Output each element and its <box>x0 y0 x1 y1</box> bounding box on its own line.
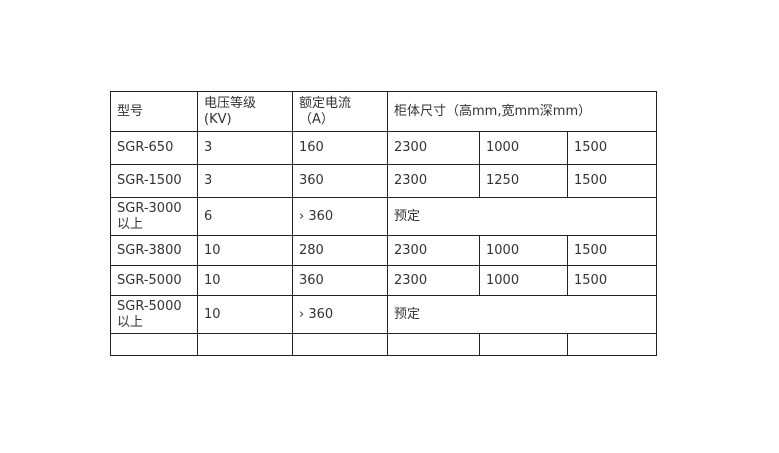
cell-current: › 360 <box>292 295 388 334</box>
cell-model: SGR-5000 以上 <box>110 295 198 334</box>
cell-depth: 1500 <box>566 164 658 198</box>
cell-current: › 360 <box>292 197 388 236</box>
empty-cell <box>566 333 658 356</box>
cell-height: 2300 <box>387 235 480 266</box>
table-row: SGR-3800 10 280 2300 1000 1500 <box>110 235 658 266</box>
table-row: SGR-5000 以上 10 › 360 预定 <box>110 295 658 334</box>
header-dimensions: 柜体尺寸（高mm,宽mm深mm） <box>386 91 658 132</box>
empty-cell <box>197 333 293 356</box>
spec-table: 型号 电压等级 (KV) 额定电流 （A） 柜体尺寸（高mm,宽mm深mm） SGR… <box>110 91 658 356</box>
cell-voltage: 6 <box>197 197 293 236</box>
table-row: SGR-650 3 160 2300 1000 1500 <box>110 131 658 165</box>
header-voltage-line2: (KV) <box>204 111 232 127</box>
cell-model: SGR-650 <box>110 131 198 165</box>
cell-depth: 1500 <box>566 265 658 296</box>
header-current-line1: 额定电流 <box>299 95 352 111</box>
model-line1: SGR-5000 <box>117 298 182 314</box>
cell-current: 280 <box>292 235 388 266</box>
header-current-line2: （A） <box>299 111 334 127</box>
header-row: 型号 电压等级 (KV) 额定电流 （A） 柜体尺寸（高mm,宽mm深mm） <box>110 91 658 132</box>
header-voltage: 电压等级 (KV) <box>197 91 293 132</box>
cell-note: 预定 <box>386 197 658 236</box>
cell-width: 1000 <box>479 131 568 165</box>
cell-current: 160 <box>292 131 388 165</box>
cell-voltage: 3 <box>197 131 293 165</box>
header-voltage-line1: 电压等级 <box>204 95 257 111</box>
cell-height: 2300 <box>387 265 480 296</box>
table-row: SGR-3000 以上 6 › 360 预定 <box>110 197 658 236</box>
cell-current: 360 <box>292 164 388 198</box>
cell-voltage: 10 <box>197 235 293 266</box>
empty-cell <box>387 333 480 356</box>
cell-current: 360 <box>292 265 388 296</box>
table-row: SGR-1500 3 360 2300 1250 1500 <box>110 164 658 198</box>
cell-height: 2300 <box>387 131 480 165</box>
cell-width: 1000 <box>479 265 568 296</box>
cell-voltage: 10 <box>197 265 293 296</box>
model-line2: 以上 <box>117 216 144 232</box>
header-model: 型号 <box>110 91 198 132</box>
cell-height: 2300 <box>387 164 480 198</box>
empty-row <box>110 333 658 356</box>
cell-voltage: 10 <box>197 295 293 334</box>
header-current: 额定电流 （A） <box>292 91 388 132</box>
empty-cell <box>479 333 568 356</box>
empty-cell <box>292 333 388 356</box>
table-row: SGR-5000 10 360 2300 1000 1500 <box>110 265 658 296</box>
cell-voltage: 3 <box>197 164 293 198</box>
cell-width: 1000 <box>479 235 568 266</box>
model-line2: 以上 <box>117 314 144 330</box>
cell-model: SGR-5000 <box>110 265 198 296</box>
model-line1: SGR-3000 <box>117 200 182 216</box>
cell-model: SGR-1500 <box>110 164 198 198</box>
cell-width: 1250 <box>479 164 568 198</box>
cell-model: SGR-3000 以上 <box>110 197 198 236</box>
cell-note: 预定 <box>386 295 658 334</box>
empty-cell <box>110 333 198 356</box>
cell-depth: 1500 <box>566 131 658 165</box>
cell-model: SGR-3800 <box>110 235 198 266</box>
cell-depth: 1500 <box>566 235 658 266</box>
